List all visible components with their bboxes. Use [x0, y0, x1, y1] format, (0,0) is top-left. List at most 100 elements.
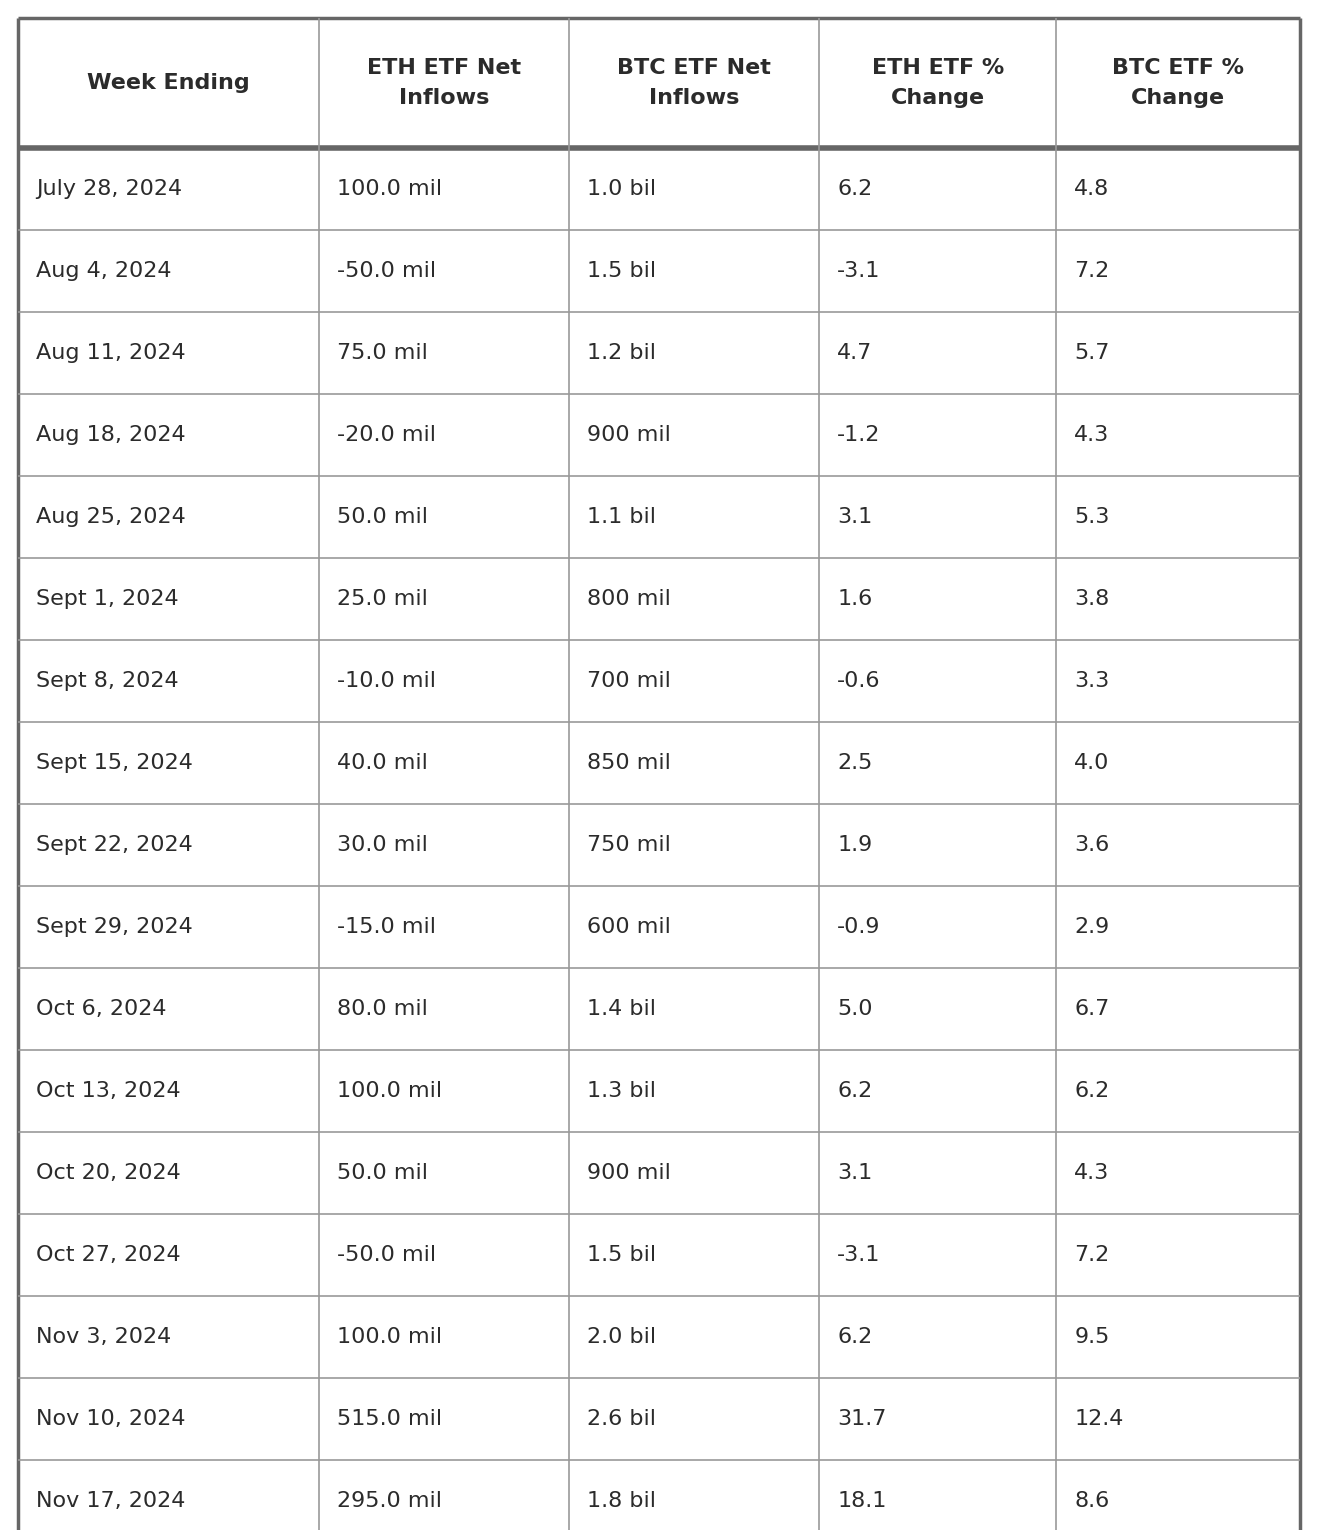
- Text: 9.5: 9.5: [1074, 1327, 1110, 1346]
- Text: Oct 13, 2024: Oct 13, 2024: [36, 1082, 181, 1102]
- Bar: [18, 1050, 319, 1132]
- Bar: [820, 1213, 1057, 1296]
- Bar: [820, 1460, 1057, 1530]
- Text: 2.9: 2.9: [1074, 916, 1110, 936]
- Bar: [319, 1460, 569, 1530]
- Bar: [569, 803, 820, 886]
- Bar: [1057, 886, 1300, 968]
- Text: -1.2: -1.2: [837, 425, 880, 445]
- Text: Nov 17, 2024: Nov 17, 2024: [36, 1492, 186, 1512]
- Text: BTC ETF Net
Inflows: BTC ETF Net Inflows: [617, 58, 771, 107]
- Text: 1.0 bil: 1.0 bil: [588, 179, 656, 199]
- Bar: [1057, 722, 1300, 803]
- Bar: [569, 968, 820, 1050]
- Text: Sept 22, 2024: Sept 22, 2024: [36, 835, 192, 855]
- Bar: [18, 1213, 319, 1296]
- Text: 4.3: 4.3: [1074, 425, 1110, 445]
- Bar: [319, 722, 569, 803]
- Bar: [820, 395, 1057, 476]
- Bar: [569, 1213, 820, 1296]
- Text: 4.8: 4.8: [1074, 179, 1110, 199]
- Text: Sept 15, 2024: Sept 15, 2024: [36, 753, 192, 773]
- Text: Aug 18, 2024: Aug 18, 2024: [36, 425, 186, 445]
- Text: BTC ETF %
Change: BTC ETF % Change: [1112, 58, 1244, 107]
- Text: 1.8 bil: 1.8 bil: [588, 1492, 656, 1512]
- Text: 600 mil: 600 mil: [588, 916, 671, 936]
- Bar: [319, 18, 569, 148]
- Text: Aug 11, 2024: Aug 11, 2024: [36, 343, 186, 363]
- Text: 1.5 bil: 1.5 bil: [588, 262, 656, 282]
- Text: Nov 10, 2024: Nov 10, 2024: [36, 1409, 186, 1429]
- Text: 900 mil: 900 mil: [588, 1163, 671, 1183]
- Text: 3.1: 3.1: [837, 1163, 873, 1183]
- Bar: [18, 1296, 319, 1379]
- Text: 6.7: 6.7: [1074, 999, 1110, 1019]
- Bar: [820, 148, 1057, 230]
- Bar: [569, 148, 820, 230]
- Bar: [820, 886, 1057, 968]
- Text: 25.0 mil: 25.0 mil: [337, 589, 428, 609]
- Text: -50.0 mil: -50.0 mil: [337, 262, 436, 282]
- Bar: [820, 18, 1057, 148]
- Bar: [820, 476, 1057, 558]
- Bar: [319, 476, 569, 558]
- Bar: [1057, 1460, 1300, 1530]
- Text: 50.0 mil: 50.0 mil: [337, 1163, 428, 1183]
- Text: 5.0: 5.0: [837, 999, 873, 1019]
- Text: 3.3: 3.3: [1074, 672, 1110, 692]
- Text: 100.0 mil: 100.0 mil: [337, 179, 443, 199]
- Bar: [820, 803, 1057, 886]
- Bar: [18, 803, 319, 886]
- Text: 31.7: 31.7: [837, 1409, 887, 1429]
- Bar: [820, 640, 1057, 722]
- Text: 18.1: 18.1: [837, 1492, 887, 1512]
- Bar: [569, 395, 820, 476]
- Bar: [1057, 1213, 1300, 1296]
- Text: Oct 27, 2024: Oct 27, 2024: [36, 1245, 181, 1265]
- Bar: [319, 312, 569, 395]
- Text: July 28, 2024: July 28, 2024: [36, 179, 182, 199]
- Bar: [820, 312, 1057, 395]
- Bar: [1057, 968, 1300, 1050]
- Text: 6.2: 6.2: [837, 179, 873, 199]
- Bar: [1057, 148, 1300, 230]
- Bar: [820, 230, 1057, 312]
- Text: 80.0 mil: 80.0 mil: [337, 999, 428, 1019]
- Text: 1.3 bil: 1.3 bil: [588, 1082, 656, 1102]
- Bar: [569, 1132, 820, 1213]
- Bar: [1057, 1379, 1300, 1460]
- Text: 3.1: 3.1: [837, 506, 873, 526]
- Text: 515.0 mil: 515.0 mil: [337, 1409, 443, 1429]
- Text: Oct 6, 2024: Oct 6, 2024: [36, 999, 166, 1019]
- Bar: [820, 1132, 1057, 1213]
- Bar: [820, 968, 1057, 1050]
- Bar: [18, 968, 319, 1050]
- Text: 7.2: 7.2: [1074, 1245, 1110, 1265]
- Text: -20.0 mil: -20.0 mil: [337, 425, 436, 445]
- Bar: [1057, 803, 1300, 886]
- Text: 800 mil: 800 mil: [588, 589, 671, 609]
- Text: -0.9: -0.9: [837, 916, 880, 936]
- Text: 3.8: 3.8: [1074, 589, 1110, 609]
- Bar: [569, 722, 820, 803]
- Text: ETH ETF Net
Inflows: ETH ETF Net Inflows: [368, 58, 522, 107]
- Text: Nov 3, 2024: Nov 3, 2024: [36, 1327, 171, 1346]
- Bar: [569, 1379, 820, 1460]
- Bar: [18, 1379, 319, 1460]
- Text: ETH ETF %
Change: ETH ETF % Change: [871, 58, 1004, 107]
- Bar: [820, 1296, 1057, 1379]
- Text: 4.7: 4.7: [837, 343, 873, 363]
- Text: 6.2: 6.2: [837, 1327, 873, 1346]
- Text: 1.1 bil: 1.1 bil: [588, 506, 656, 526]
- Text: 1.9: 1.9: [837, 835, 873, 855]
- Bar: [319, 640, 569, 722]
- Text: 40.0 mil: 40.0 mil: [337, 753, 428, 773]
- Text: -3.1: -3.1: [837, 1245, 880, 1265]
- Bar: [820, 558, 1057, 640]
- Bar: [319, 1132, 569, 1213]
- Text: Aug 25, 2024: Aug 25, 2024: [36, 506, 186, 526]
- Text: -10.0 mil: -10.0 mil: [337, 672, 436, 692]
- Bar: [18, 722, 319, 803]
- Bar: [18, 312, 319, 395]
- Text: 900 mil: 900 mil: [588, 425, 671, 445]
